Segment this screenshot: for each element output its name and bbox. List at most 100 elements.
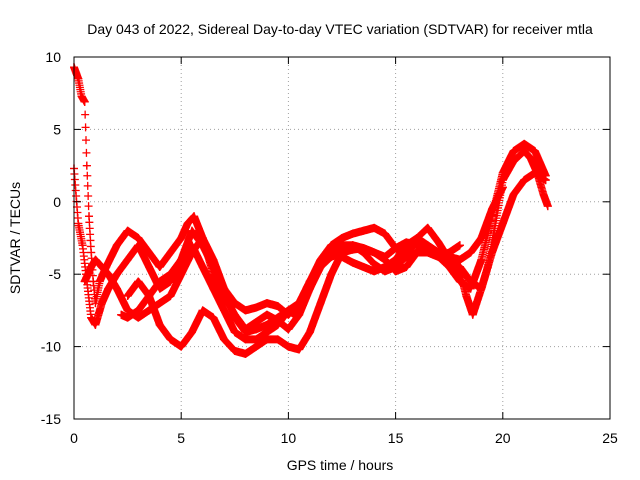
data-point (327, 248, 336, 257)
data-point (327, 241, 336, 250)
data-point (305, 277, 314, 286)
data-point (123, 306, 132, 315)
data-point (290, 310, 299, 319)
x-tick-label: 0 (70, 430, 78, 446)
data-point (80, 277, 89, 286)
data-point (423, 248, 432, 257)
data-point (543, 202, 552, 211)
data-point (526, 154, 535, 163)
data-point (241, 306, 250, 315)
data-point (262, 299, 271, 308)
x-tick-label: 15 (388, 430, 404, 446)
y-tick-label: -10 (41, 339, 61, 355)
data-point (295, 299, 304, 308)
data-point (104, 284, 113, 293)
y-tick-label: 10 (45, 49, 61, 65)
data-point (123, 255, 132, 264)
data-point (466, 248, 475, 257)
x-tick-label: 5 (177, 430, 185, 446)
data-point (155, 299, 164, 308)
data-point (241, 328, 250, 337)
data-point (445, 262, 454, 271)
data-point (91, 255, 100, 264)
y-axis-label: SDTVAR / TECUs (7, 182, 23, 294)
data-point (220, 306, 229, 315)
data-point (391, 262, 400, 271)
data-point (252, 317, 261, 326)
data-point (348, 241, 357, 250)
data-point (183, 219, 192, 228)
data-point (123, 226, 132, 235)
data-point (177, 270, 186, 279)
data-point (498, 219, 507, 228)
data-point (284, 342, 293, 351)
data-point (498, 168, 507, 177)
data-point (338, 248, 346, 257)
data-point (338, 234, 346, 242)
data-point (380, 252, 389, 261)
data-point (262, 320, 271, 329)
data-point (541, 171, 550, 180)
data-point (209, 313, 218, 322)
data-point (530, 168, 539, 177)
data-point (145, 291, 154, 300)
data-point (520, 139, 529, 148)
plot-border (73, 56, 611, 420)
data-point (370, 260, 379, 269)
data-point (391, 244, 400, 253)
data-point (78, 241, 87, 250)
data-point (80, 97, 89, 106)
data-point (455, 277, 464, 286)
data-point (273, 313, 282, 322)
data-point (462, 291, 471, 300)
data-point (359, 226, 368, 235)
data-point (305, 328, 314, 337)
data-point (284, 306, 293, 315)
data-point (348, 229, 357, 238)
data-point (477, 255, 486, 264)
data-point (187, 226, 196, 235)
data-point (477, 284, 486, 293)
data-point (316, 299, 325, 308)
data-point (423, 223, 432, 232)
data-point (530, 147, 539, 156)
chart-title: Day 043 of 2022, Sidereal Day-to-day VTE… (87, 21, 593, 37)
data-point (252, 335, 261, 344)
y-tick-label: 5 (53, 121, 61, 137)
data-point (230, 328, 239, 337)
data-point (252, 325, 261, 334)
data-point (134, 306, 143, 315)
data-point (477, 234, 486, 242)
data-point (187, 328, 196, 337)
data-point (145, 248, 154, 257)
data-point (520, 176, 529, 185)
data-point (166, 277, 175, 286)
y-tick-label: -15 (41, 411, 61, 427)
tick-labels: 0 5 10 15 20 25 -15 -10 -5 0 5 10 (41, 49, 618, 446)
data-point (220, 335, 229, 344)
data-point (488, 205, 497, 214)
data-point (134, 241, 143, 250)
data-point (190, 212, 199, 221)
data-point (359, 244, 368, 253)
data-point (134, 277, 143, 286)
data-point (370, 223, 379, 232)
data-point (87, 313, 96, 322)
data-point (77, 92, 86, 101)
data-point (262, 310, 271, 319)
data-point (539, 190, 548, 199)
data-point (112, 284, 121, 293)
data-point (117, 310, 126, 319)
data-point (434, 252, 443, 261)
data-point (370, 267, 379, 276)
data-point (74, 74, 83, 83)
data-point (402, 262, 411, 271)
data-point (166, 270, 175, 279)
data-point (95, 277, 104, 286)
data-point (155, 320, 164, 329)
data-point (413, 248, 422, 257)
data-point (348, 258, 357, 267)
x-tick-label: 25 (602, 430, 618, 446)
data-point (112, 241, 121, 250)
